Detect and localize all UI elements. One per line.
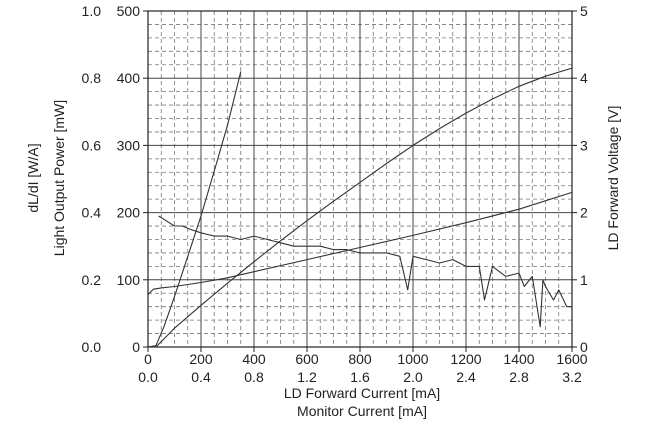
x2-tick-label: 3.2 <box>562 369 582 385</box>
y-dldi-tick-label: 1.0 <box>82 3 102 19</box>
y-power-tick-label: 0 <box>132 339 140 355</box>
x-tick-label: 800 <box>348 351 372 367</box>
y-axis-title-dldi: dL/dI [W/A] <box>25 143 41 212</box>
y-axis-title-voltage: LD Forward Voltage [V] <box>605 106 621 251</box>
y-dldi-tick-label: 0.4 <box>82 205 102 221</box>
x2-tick-label: 0.0 <box>138 369 158 385</box>
series-layer <box>147 67 573 348</box>
y-power-tick-label: 100 <box>117 272 141 288</box>
y-voltage-tick-label: 5 <box>580 3 588 19</box>
x2-tick-label: 2.4 <box>456 369 476 385</box>
y-power-tick-label: 500 <box>117 3 141 19</box>
y-dldi-tick-label: 0.2 <box>82 272 102 288</box>
x2-tick-label: 1.2 <box>297 369 317 385</box>
x2-tick-label: 0.8 <box>244 369 264 385</box>
y-dldi-tick-label: 0.6 <box>82 137 102 153</box>
grid <box>143 10 577 352</box>
series-line-power-1 <box>147 71 242 348</box>
y-power-tick-label: 200 <box>117 205 141 221</box>
x2-tick-label: 2.0 <box>403 369 423 385</box>
y-axis-title-power: Light Output Power [mW] <box>51 100 67 256</box>
x-axis-title: LD Forward Current [mA] <box>284 385 440 401</box>
series-line-power-0 <box>148 67 573 348</box>
x-tick-label: 1600 <box>556 351 587 367</box>
series-line-voltage-2 <box>147 191 573 295</box>
x-tick-label: 600 <box>295 351 319 367</box>
y-power-tick-label: 300 <box>117 137 141 153</box>
y-dldi-tick-label: 0.0 <box>82 339 102 355</box>
y-voltage-tick-label: 4 <box>580 70 588 86</box>
y-power-tick-label: 400 <box>117 70 141 86</box>
x-tick-label: 400 <box>242 351 266 367</box>
y-voltage-tick-label: 3 <box>580 137 588 153</box>
x2-tick-label: 0.4 <box>191 369 211 385</box>
x-tick-label: 1000 <box>397 351 428 367</box>
series-line-dldi-3 <box>158 215 572 328</box>
y-voltage-tick-label: 2 <box>580 205 588 221</box>
x-tick-label: 1400 <box>503 351 534 367</box>
x2-tick-label: 2.8 <box>509 369 529 385</box>
y-dldi-tick-label: 0.8 <box>82 70 102 86</box>
tick-labels: 0 100 200 300 400 500 0.0 0.2 0.4 0.6 0.8 1.0 0 1 2 3 4 5… <box>82 3 588 385</box>
x-tick-label: 200 <box>189 351 213 367</box>
x-tick-label: 0 <box>144 351 152 367</box>
y-voltage-tick-label: 0 <box>580 339 588 355</box>
y-voltage-tick-label: 1 <box>580 272 588 288</box>
x-tick-label: 1200 <box>450 351 481 367</box>
x2-axis-title: Monitor Current [mA] <box>297 403 427 419</box>
x2-tick-label: 1.6 <box>350 369 370 385</box>
